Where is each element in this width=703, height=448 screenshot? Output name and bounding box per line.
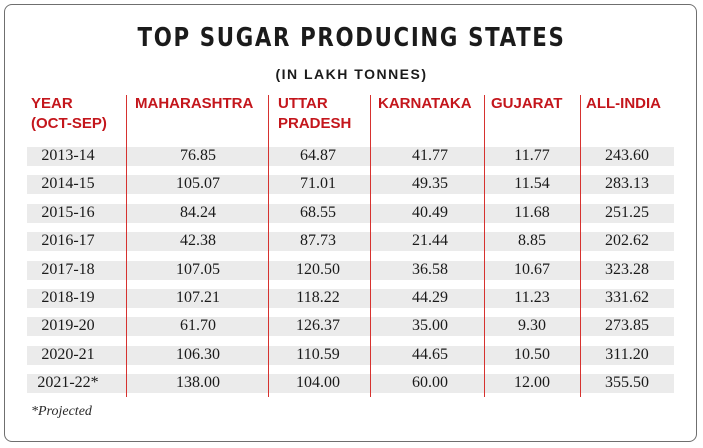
cell-gujarat: 12.00 <box>514 374 550 391</box>
header-all-india-line-1: ALL-INDIA <box>586 95 661 112</box>
table-row <box>27 317 674 336</box>
column-divider <box>370 95 371 397</box>
header-maharashtra-line-1: MAHARASHTRA <box>135 95 254 112</box>
cell-maharashtra: 76.85 <box>180 147 216 164</box>
header-maharashtra: MAHARASHTRA <box>135 94 253 114</box>
cell-all-india: 273.85 <box>605 317 649 334</box>
cell-all-india: 331.62 <box>605 289 649 306</box>
cell-maharashtra: 84.24 <box>180 204 216 221</box>
cell-year: 2015-16 <box>41 204 95 221</box>
table-row <box>27 175 674 194</box>
cell-year: 2014-15 <box>41 175 95 192</box>
header-karnataka: KARNATAKA <box>378 94 472 114</box>
cell-uttar-pradesh: 126.37 <box>296 317 340 334</box>
cell-karnataka: 40.49 <box>412 204 448 221</box>
cell-gujarat: 10.67 <box>514 261 550 278</box>
column-divider <box>580 95 581 397</box>
cell-all-india: 355.50 <box>605 374 649 391</box>
cell-uttar-pradesh: 104.00 <box>296 374 340 391</box>
cell-all-india: 243.60 <box>605 147 649 164</box>
table-row <box>27 261 674 280</box>
header-uttar-pradesh-line-1: UTTAR <box>278 95 328 112</box>
cell-all-india: 323.28 <box>605 261 649 278</box>
cell-uttar-pradesh: 110.59 <box>296 346 340 363</box>
footnote: *Projected <box>31 404 92 419</box>
cell-gujarat: 8.85 <box>518 232 546 249</box>
table-row <box>27 232 674 251</box>
cell-karnataka: 44.65 <box>412 346 448 363</box>
header-karnataka-line-1: KARNATAKA <box>378 95 472 112</box>
cell-gujarat: 11.77 <box>514 147 550 164</box>
cell-maharashtra: 107.21 <box>176 289 220 306</box>
table-frame <box>4 4 697 442</box>
cell-year: 2013-14 <box>41 147 95 164</box>
table-row <box>27 204 674 223</box>
cell-karnataka: 36.58 <box>412 261 448 278</box>
header-gujarat-line-1: GUJARAT <box>491 95 563 112</box>
cell-gujarat: 10.50 <box>514 346 550 363</box>
table-row <box>27 374 674 393</box>
header-year: YEAR (OCT-SEP) <box>31 94 107 134</box>
cell-karnataka: 41.77 <box>412 147 448 164</box>
table-row <box>27 289 674 308</box>
cell-gujarat: 11.23 <box>514 289 550 306</box>
cell-karnataka: 35.00 <box>412 317 448 334</box>
header-year-line-1: YEAR <box>31 95 73 112</box>
header-gujarat: GUJARAT <box>491 94 562 114</box>
cell-gujarat: 11.54 <box>514 175 550 192</box>
cell-all-india: 283.13 <box>605 175 649 192</box>
chart-subtitle: (IN LAKH TONNES) <box>275 66 428 82</box>
column-divider <box>268 95 269 397</box>
cell-uttar-pradesh: 120.50 <box>296 261 340 278</box>
header-uttar-pradesh: UTTAR PRADESH <box>278 94 351 134</box>
cell-year: 2016-17 <box>41 232 95 249</box>
cell-karnataka: 60.00 <box>412 374 448 391</box>
cell-karnataka: 44.29 <box>412 289 448 306</box>
cell-gujarat: 9.30 <box>518 317 546 334</box>
cell-maharashtra: 42.38 <box>180 232 216 249</box>
cell-all-india: 251.25 <box>605 204 649 221</box>
cell-maharashtra: 105.07 <box>176 175 220 192</box>
cell-all-india: 311.20 <box>605 346 649 363</box>
cell-maharashtra: 61.70 <box>180 317 216 334</box>
header-uttar-pradesh-line-2: PRADESH <box>278 115 352 132</box>
cell-uttar-pradesh: 68.55 <box>300 204 336 221</box>
cell-uttar-pradesh: 118.22 <box>296 289 340 306</box>
table-row <box>27 147 674 166</box>
cell-maharashtra: 106.30 <box>176 346 220 363</box>
column-divider <box>126 95 127 397</box>
cell-karnataka: 49.35 <box>412 175 448 192</box>
header-year-line-2: (OCT-SEP) <box>31 115 107 132</box>
cell-karnataka: 21.44 <box>412 232 448 249</box>
cell-year: 2021-22* <box>37 374 99 391</box>
cell-uttar-pradesh: 71.01 <box>300 175 336 192</box>
header-all-india: ALL-INDIA <box>586 94 661 114</box>
cell-all-india: 202.62 <box>605 232 649 249</box>
cell-year: 2019-20 <box>41 317 95 334</box>
cell-year: 2018-19 <box>41 289 95 306</box>
cell-year: 2017-18 <box>41 261 95 278</box>
chart-title: TOP SUGAR PRODUCING STATES <box>137 23 566 53</box>
cell-maharashtra: 107.05 <box>176 261 220 278</box>
column-divider <box>484 95 485 397</box>
cell-uttar-pradesh: 87.73 <box>300 232 336 249</box>
cell-gujarat: 11.68 <box>514 204 550 221</box>
cell-year: 2020-21 <box>41 346 95 363</box>
table-row <box>27 346 674 365</box>
cell-uttar-pradesh: 64.87 <box>300 147 336 164</box>
cell-maharashtra: 138.00 <box>176 374 220 391</box>
